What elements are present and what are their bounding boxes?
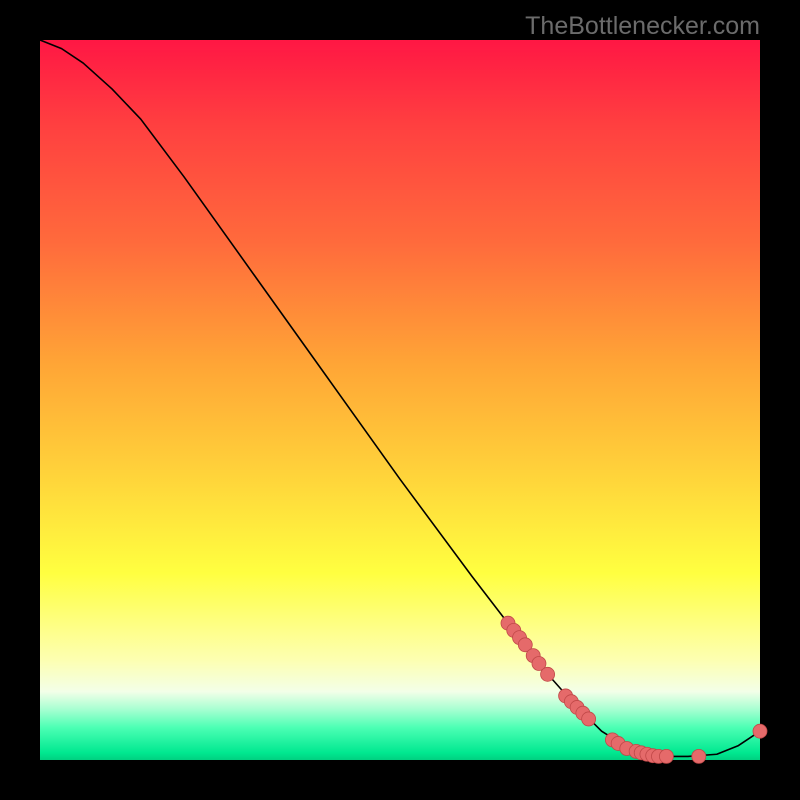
data-marker (692, 749, 706, 763)
data-marker (541, 667, 555, 681)
data-marker (582, 712, 596, 726)
plot-background (40, 40, 760, 760)
data-marker (659, 749, 673, 763)
bottleneck-curve-chart (0, 0, 800, 800)
chart-container: { "watermark": { "text": "TheBottlenecke… (0, 0, 800, 800)
watermark-text: TheBottlenecker.com (525, 12, 760, 41)
data-marker (753, 724, 767, 738)
